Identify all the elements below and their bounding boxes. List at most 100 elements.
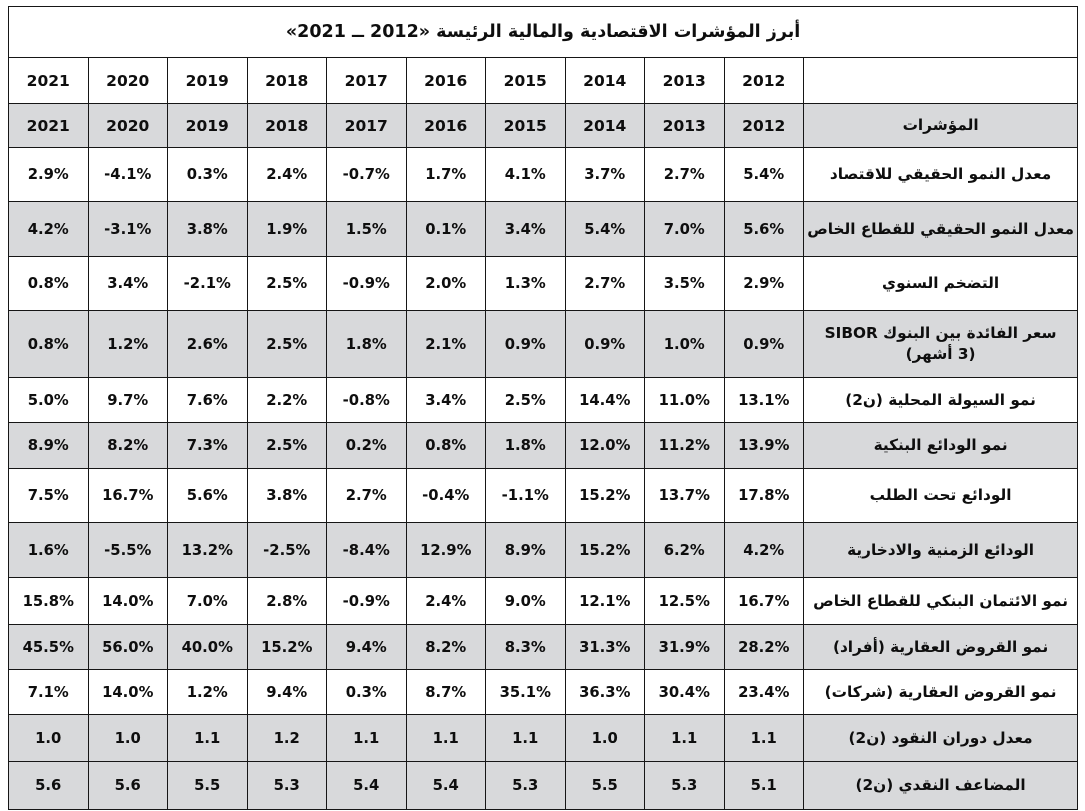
row-label: الودائع تحت الطلب — [802, 468, 1079, 523]
value-cell: 5.4 — [326, 761, 407, 810]
indicators-table: أبرز المؤشرات الاقتصادية والمالية الرئيس… — [7, 6, 1079, 810]
value-cell: 45.5% — [8, 624, 89, 670]
value-cell: 4.2% — [723, 522, 804, 578]
value-cell: 31.3% — [564, 624, 645, 670]
value-cell: 0.9% — [485, 310, 566, 378]
year-header-cell: 2021 — [8, 103, 89, 148]
value-cell: 31.9% — [644, 624, 725, 670]
value-cell: 12.0% — [564, 422, 645, 469]
value-cell: 15.8% — [8, 577, 89, 625]
value-cell: 5.0% — [8, 377, 89, 423]
value-cell: 15.2% — [246, 624, 327, 670]
empty-corner-cell — [802, 57, 1079, 104]
value-cell: 1.8% — [485, 422, 566, 469]
value-cell: -5.5% — [87, 522, 168, 578]
value-cell: 0.3% — [326, 669, 407, 715]
value-cell: 7.0% — [167, 577, 248, 625]
value-cell: 15.2% — [564, 522, 645, 578]
table-row: 0.8% 1.2% 2.6% 2.5% 1.8% 2.1% 0.9% 0.9% 1.0% 0.9%… — [8, 310, 1079, 378]
row-label: معدل دوران النقود (ن2) — [802, 714, 1079, 762]
value-cell: 1.1 — [644, 714, 725, 762]
table-row: 1.6% -5.5% 13.2% -2.5% -8.4% 12.9% 8.9% 15.2% 6.… — [8, 522, 1079, 578]
value-cell: 2.5% — [485, 377, 566, 423]
row-label-line1: سعر الفائدة بين البنوك SIBOR — [824, 324, 1057, 343]
value-cell: 23.4% — [723, 669, 804, 715]
year-header-cell: 2018 — [246, 57, 327, 104]
value-cell: 4.2% — [8, 201, 89, 257]
value-cell: 5.5 — [564, 761, 645, 810]
value-cell: 5.1 — [723, 761, 804, 810]
value-cell: 0.2% — [326, 422, 407, 469]
value-cell: 13.2% — [167, 522, 248, 578]
value-cell: 1.1 — [723, 714, 804, 762]
year-header-cell: 2016 — [405, 57, 486, 104]
year-header-row: 2021 2020 2019 2018 2017 2016 2015 2014 2013 2012 — [8, 57, 1079, 104]
value-cell: 12.1% — [564, 577, 645, 625]
value-cell: 3.5% — [644, 256, 725, 311]
value-cell: 16.7% — [87, 468, 168, 523]
value-cell: 5.3 — [644, 761, 725, 810]
value-cell: 36.3% — [564, 669, 645, 715]
value-cell: 35.1% — [485, 669, 566, 715]
row-label: معدل النمو الحقيقي للاقتصاد — [802, 147, 1079, 202]
row-label-line1: نمو القروض العقارية (أفراد) — [832, 637, 1049, 656]
value-cell: 0.9% — [564, 310, 645, 378]
indicators-header-cell: المؤشرات — [802, 103, 1079, 148]
value-cell: -1.1% — [485, 468, 566, 523]
year-header-cell: 2013 — [644, 103, 725, 148]
table-row: 1.0 1.0 1.1 1.2 1.1 1.1 1.1 1.0 1.1 1.1 معدل دوران… — [8, 714, 1079, 762]
value-cell: -8.4% — [326, 522, 407, 578]
table-row: 8.9% 8.2% 7.3% 2.5% 0.2% 0.8% 1.8% 12.0% 11.2% 13… — [8, 422, 1079, 469]
value-cell: 11.2% — [644, 422, 725, 469]
row-label-line1: معدل النمو الحقيقي للقطاع الخاص — [807, 219, 1074, 238]
value-cell: 1.9% — [246, 201, 327, 257]
row-label: سعر الفائدة بين البنوك SIBOR (3 أشهر) — [802, 310, 1079, 378]
value-cell: 0.8% — [8, 256, 89, 311]
value-cell: 9.4% — [246, 669, 327, 715]
year-header-cell: 2019 — [167, 103, 248, 148]
table-title: أبرز المؤشرات الاقتصادية والمالية الرئيس… — [7, 6, 1079, 58]
year-header-cell: 2012 — [723, 103, 804, 148]
table-row: 0.8% 3.4% -2.1% 2.5% -0.9% 2.0% 1.3% 2.7% 3.5% 2.… — [8, 256, 1079, 311]
value-cell: 17.8% — [723, 468, 804, 523]
year-header-cell: 2020 — [87, 57, 168, 104]
value-cell: 1.0% — [644, 310, 725, 378]
value-cell: 2.9% — [723, 256, 804, 311]
row-label-line1: الودائع تحت الطلب — [869, 486, 1012, 505]
value-cell: 2.5% — [246, 310, 327, 378]
year-header-cell: 2021 — [8, 57, 89, 104]
value-cell: 1.2 — [246, 714, 327, 762]
value-cell: -3.1% — [87, 201, 168, 257]
value-cell: 8.2% — [87, 422, 168, 469]
value-cell: 6.2% — [644, 522, 725, 578]
value-cell: 1.5% — [326, 201, 407, 257]
table-row: 7.5% 16.7% 5.6% 3.8% 2.7% -0.4% -1.1% 15.2% 13.7… — [8, 468, 1079, 523]
value-cell: 1.1 — [485, 714, 566, 762]
value-cell: 5.3 — [485, 761, 566, 810]
value-cell: 0.1% — [405, 201, 486, 257]
value-cell: 5.4% — [723, 147, 804, 202]
row-label: نمو الائتمان البنكي للقطاع الخاص — [802, 577, 1079, 625]
value-cell: 2.7% — [564, 256, 645, 311]
value-cell: 2.6% — [167, 310, 248, 378]
row-label-line1: التضخم السنوي — [882, 274, 1000, 293]
value-cell: 3.8% — [167, 201, 248, 257]
value-cell: 3.7% — [564, 147, 645, 202]
year-header-cell: 2017 — [326, 57, 407, 104]
value-cell: 3.4% — [405, 377, 486, 423]
value-cell: 40.0% — [167, 624, 248, 670]
value-cell: 13.7% — [644, 468, 725, 523]
value-cell: 2.1% — [405, 310, 486, 378]
value-cell: 8.2% — [405, 624, 486, 670]
value-cell: 7.0% — [644, 201, 725, 257]
value-cell: 14.0% — [87, 669, 168, 715]
row-label-line1: نمو السيولة المحلية (ن2) — [845, 390, 1036, 409]
value-cell: 5.6% — [723, 201, 804, 257]
value-cell: 8.7% — [405, 669, 486, 715]
value-cell: 1.0 — [87, 714, 168, 762]
row-label: الودائع الزمنية والادخارية — [802, 522, 1079, 578]
row-label: نمو القروض العقارية (أفراد) — [802, 624, 1079, 670]
value-cell: 7.5% — [8, 468, 89, 523]
value-cell: 5.3 — [246, 761, 327, 810]
value-cell: -0.7% — [326, 147, 407, 202]
